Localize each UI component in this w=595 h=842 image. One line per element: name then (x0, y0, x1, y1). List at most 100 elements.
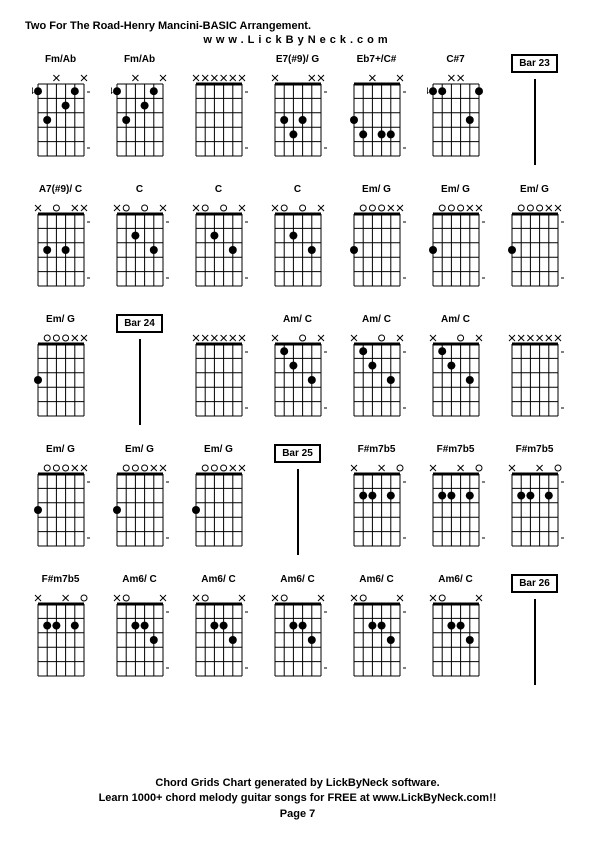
chord-diagram: Am/ C (420, 314, 491, 438)
chord-name: Am/ C (283, 314, 312, 328)
fretboard (269, 588, 327, 684)
bar-marker: Bar 26 (499, 574, 570, 698)
chord-name: Fm/Ab (124, 54, 155, 68)
chord-name: A7(#9)/ C (39, 184, 82, 198)
chord-grid: Fm/Ab 4 Fm/Ab 4 E7(#9)/ G Eb7+/C# C#7 4 Bar 23 A7… (25, 54, 570, 698)
fretboard (32, 328, 90, 424)
fretboard (269, 198, 327, 294)
chord-name: Am6/ C (359, 574, 393, 588)
chord-diagram: Am6/ C (183, 574, 254, 698)
chord-name: Em/ G (204, 444, 233, 458)
fretboard (190, 198, 248, 294)
chord-diagram: Em/ G (25, 314, 96, 438)
chord-name: Fm/Ab (45, 54, 76, 68)
fretboard: 4 (427, 68, 485, 164)
fretboard (506, 198, 564, 294)
chord-diagram: Em/ G (104, 444, 175, 568)
chord-diagram: F#m7b5 (499, 444, 570, 568)
fretboard (190, 328, 248, 424)
chord-diagram (183, 314, 254, 438)
chord-diagram: Am6/ C (420, 574, 491, 698)
fretboard: 4 (32, 68, 90, 164)
chord-name: C (215, 184, 222, 198)
chord-name: Am6/ C (280, 574, 314, 588)
chord-name: Am6/ C (201, 574, 235, 588)
chord-diagram: A7(#9)/ C (25, 184, 96, 308)
bar-line (534, 79, 536, 165)
chord-diagram (183, 54, 254, 178)
fretboard (111, 198, 169, 294)
fretboard (348, 198, 406, 294)
chord-name: Em/ G (46, 314, 75, 328)
chord-name: Am/ C (362, 314, 391, 328)
chord-name: Eb7+/C# (357, 54, 397, 68)
fretboard (32, 198, 90, 294)
fretboard: 4 (111, 68, 169, 164)
chord-diagram: E7(#9)/ G (262, 54, 333, 178)
fretboard (348, 458, 406, 554)
fretboard (427, 198, 485, 294)
chord-diagram: F#m7b5 (420, 444, 491, 568)
fretboard (269, 68, 327, 164)
chord-name: Am/ C (441, 314, 470, 328)
chord-diagram: Am/ C (341, 314, 412, 438)
website: www.LickByNeck.com (25, 34, 570, 46)
chord-diagram: C (183, 184, 254, 308)
chord-diagram: Em/ G (183, 444, 254, 568)
fretboard (111, 458, 169, 554)
svg-text:4: 4 (111, 86, 113, 96)
bar-label: Bar 24 (116, 314, 163, 333)
fretboard (190, 458, 248, 554)
chord-name: Em/ G (362, 184, 391, 198)
fretboard (348, 68, 406, 164)
fretboard (427, 458, 485, 554)
chord-diagram: Fm/Ab 4 (25, 54, 96, 178)
chord-diagram (499, 314, 570, 438)
chord-diagram: Am6/ C (104, 574, 175, 698)
chord-diagram: Em/ G (420, 184, 491, 308)
fretboard (32, 458, 90, 554)
chord-diagram: C (104, 184, 175, 308)
chord-name: F#m7b5 (516, 444, 554, 458)
chord-name: Em/ G (46, 444, 75, 458)
chord-name: F#m7b5 (42, 574, 80, 588)
fretboard (506, 458, 564, 554)
bar-label: Bar 25 (274, 444, 321, 463)
chord-diagram: F#m7b5 (25, 574, 96, 698)
chord-diagram: Fm/Ab 4 (104, 54, 175, 178)
footer-line-2: Learn 1000+ chord melody guitar songs fo… (0, 791, 595, 806)
chord-diagram: Am/ C (262, 314, 333, 438)
chord-name: C (136, 184, 143, 198)
chord-name: F#m7b5 (358, 444, 396, 458)
svg-text:4: 4 (427, 86, 429, 96)
bar-marker: Bar 23 (499, 54, 570, 178)
chord-name: E7(#9)/ G (276, 54, 319, 68)
bar-marker: Bar 25 (262, 444, 333, 568)
fretboard (190, 68, 248, 164)
fretboard (190, 588, 248, 684)
page-number: Page 7 (0, 807, 595, 822)
chord-name: Em/ G (520, 184, 549, 198)
svg-text:4: 4 (32, 86, 34, 96)
chord-diagram: Eb7+/C# (341, 54, 412, 178)
title: Two For The Road-Henry Mancini-BASIC Arr… (25, 20, 570, 32)
fretboard (427, 328, 485, 424)
fretboard (427, 588, 485, 684)
chord-name: F#m7b5 (437, 444, 475, 458)
fretboard (269, 328, 327, 424)
chord-name: C#7 (446, 54, 464, 68)
chord-diagram: C#7 4 (420, 54, 491, 178)
chord-diagram: Am6/ C (262, 574, 333, 698)
chord-diagram: Am6/ C (341, 574, 412, 698)
bar-label: Bar 26 (511, 574, 558, 593)
chord-name: Am6/ C (122, 574, 156, 588)
chord-diagram: Em/ G (25, 444, 96, 568)
footer: Chord Grids Chart generated by LickByNec… (0, 776, 595, 822)
chord-name: Em/ G (125, 444, 154, 458)
fretboard (32, 588, 90, 684)
chord-name: Em/ G (441, 184, 470, 198)
chord-name: C (294, 184, 301, 198)
fretboard (348, 328, 406, 424)
fretboard (506, 328, 564, 424)
bar-label: Bar 23 (511, 54, 558, 73)
